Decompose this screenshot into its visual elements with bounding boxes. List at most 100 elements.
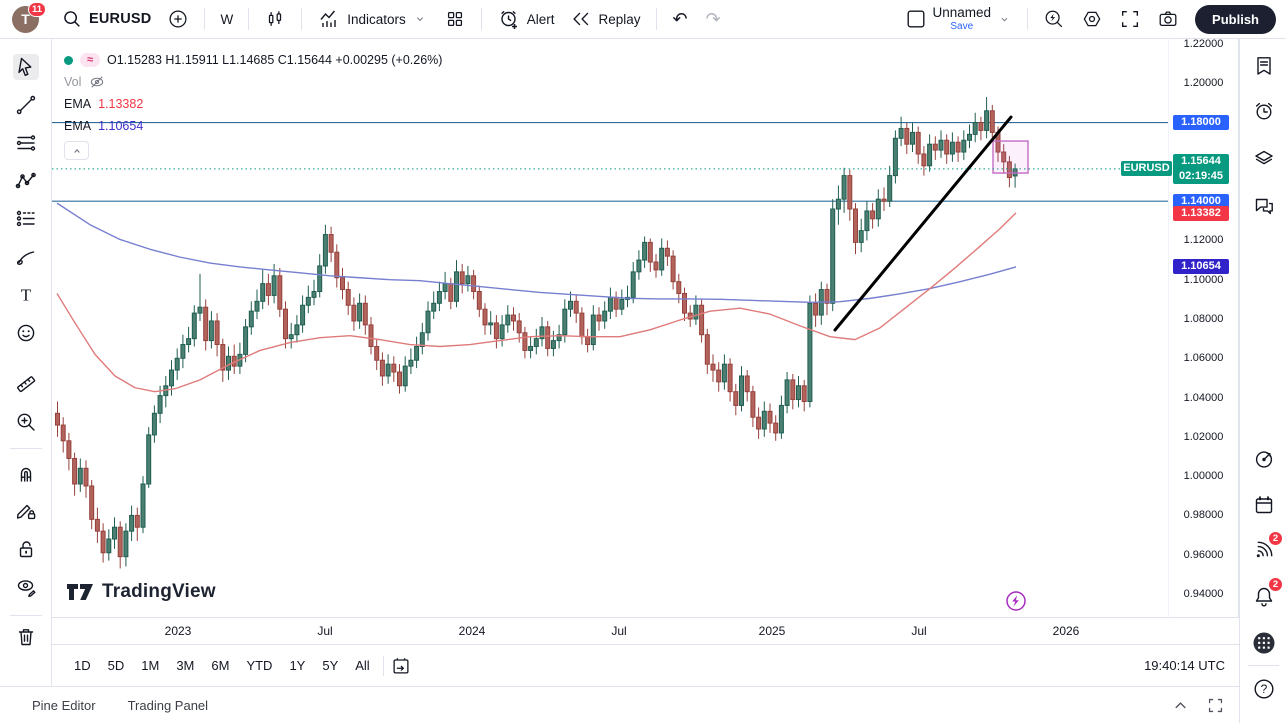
tool-cursor-icon[interactable]	[13, 54, 39, 80]
ruler-icon	[17, 376, 36, 393]
sidebar-calendar-icon[interactable]	[1250, 491, 1277, 518]
volume-legend-row[interactable]: Vol	[64, 71, 442, 93]
time-axis[interactable]: 2023 Jul 2024 Jul 2025 Jul 2026	[52, 617, 1239, 644]
range-5y-button[interactable]: 5Y	[322, 658, 339, 673]
sidebar-alerts-clock-icon[interactable]	[1250, 97, 1277, 124]
alert-button[interactable]: Alert	[489, 4, 563, 34]
layout-grid-button[interactable]	[436, 4, 474, 34]
candle-body	[72, 457, 78, 485]
tab-trading-panel[interactable]: Trading Panel	[127, 697, 209, 713]
tool-hide-all-icon[interactable]	[13, 574, 39, 600]
candlestick-chart[interactable]	[52, 39, 1168, 617]
tool-magnet-icon[interactable]	[13, 460, 39, 486]
sidebar-chat-icon[interactable]	[1250, 192, 1277, 219]
tool-ruler-icon[interactable]	[13, 371, 39, 397]
tool-brush-icon[interactable]	[13, 244, 39, 270]
tool-lock-all-icon[interactable]	[13, 536, 39, 562]
candle-body	[334, 251, 340, 279]
range-1m-button[interactable]: 1M	[141, 658, 160, 673]
undo-button[interactable]: ↶	[672, 9, 688, 29]
range-6m-button[interactable]: 6M	[211, 658, 230, 673]
candle-body	[220, 344, 226, 371]
settings-button[interactable]	[1073, 4, 1111, 34]
sidebar-help-icon[interactable]: ?	[1250, 675, 1277, 702]
sidebar-notifications-bell-icon[interactable]: 2	[1250, 577, 1283, 609]
range-3m-button[interactable]: 3M	[176, 658, 195, 673]
save-link[interactable]: Save	[950, 20, 974, 32]
drawing-toolbar: T	[0, 39, 52, 686]
price-axis[interactable]: 1.220001.200001.180001.160001.140001.120…	[1168, 38, 1239, 655]
tool-emoji-icon[interactable]	[13, 320, 39, 346]
replay-icon	[573, 12, 589, 26]
tool-projection-icon[interactable]	[13, 206, 39, 232]
fullscreen-button[interactable]	[1111, 4, 1149, 34]
range-1y-button[interactable]: 1Y	[289, 658, 306, 673]
chart-pane[interactable]: ≈ O1.15283 H1.15911 L1.14685 C1.15644 +0…	[52, 39, 1172, 617]
candle-body	[773, 422, 779, 434]
candle-body	[602, 310, 608, 322]
ema-red-line[interactable]	[56, 212, 1017, 393]
symbol-search-button[interactable]: EURUSD	[53, 4, 159, 34]
screenshot-button[interactable]	[1149, 4, 1187, 34]
tool-remove-all-icon[interactable]	[13, 624, 39, 650]
compare-add-button[interactable]	[159, 4, 197, 34]
candle-body	[283, 308, 288, 340]
sidebar-apps-grid-icon[interactable]	[1250, 629, 1277, 656]
candle-body	[362, 302, 368, 326]
user-avatar[interactable]: T 11	[12, 1, 46, 33]
panel-maximize-icon[interactable]	[1206, 696, 1225, 715]
candle-body	[904, 127, 910, 145]
lightning-marker-icon[interactable]	[1004, 589, 1028, 613]
tool-fib-retracement-icon[interactable]	[13, 130, 39, 156]
eye-slash-icon[interactable]	[88, 73, 106, 91]
candle-body	[699, 304, 705, 336]
candle-body	[186, 338, 192, 346]
tool-trend-line-icon[interactable]	[13, 92, 39, 118]
tool-zoom-in-icon[interactable]	[13, 409, 39, 435]
legend-collapse-button[interactable]	[64, 141, 89, 160]
symbol-legend-row[interactable]: ≈ O1.15283 H1.15911 L1.14685 C1.15644 +0…	[64, 49, 442, 71]
ema1-legend-row[interactable]: EMA 1.13382	[64, 93, 442, 115]
replay-button[interactable]: Replay	[562, 4, 648, 34]
timeframe-button[interactable]: W	[212, 4, 241, 34]
tool-xabcd-pattern-icon[interactable]	[13, 168, 39, 194]
redo-button[interactable]: ↷	[705, 9, 721, 29]
publish-button[interactable]: Publish	[1195, 4, 1276, 34]
quick-search-button[interactable]	[1035, 4, 1073, 34]
lightning-search-icon	[1045, 10, 1063, 28]
range-all-button[interactable]: All	[355, 658, 370, 673]
calendar-icon	[1255, 495, 1272, 513]
candle-body	[573, 300, 579, 314]
volume-label: Vol	[64, 75, 82, 89]
sidebar-watchlist-icon[interactable]	[1250, 52, 1277, 79]
candle-body	[140, 483, 146, 528]
range-1d-button[interactable]: 1D	[74, 658, 91, 673]
candle-body	[898, 127, 904, 139]
sidebar-object-tree-icon[interactable]	[1250, 144, 1277, 171]
price-tick: 0.98000	[1183, 509, 1224, 522]
tool-text-tool-icon[interactable]: T	[13, 282, 39, 308]
price-tick: 1.04000	[1183, 391, 1224, 404]
sidebar-ideas-target-icon[interactable]	[1250, 445, 1277, 472]
candle-body	[750, 391, 756, 418]
tab-pine-editor[interactable]: Pine Editor	[32, 697, 96, 713]
candle-body	[522, 332, 528, 351]
candlestick-series[interactable]	[55, 97, 1018, 569]
panel-expand-chevron-icon[interactable]	[1171, 696, 1190, 715]
tool-stay-drawing-icon[interactable]	[13, 498, 39, 524]
candle-body	[431, 302, 437, 312]
candle-body	[493, 322, 499, 340]
ema2-legend-row[interactable]: EMA 1.10654	[64, 115, 442, 137]
range-5d-button[interactable]: 5D	[107, 658, 125, 673]
price-tick: 1.02000	[1183, 430, 1224, 443]
go-to-date-icon[interactable]	[390, 655, 412, 677]
sidebar-streams-icon[interactable]: 2	[1250, 531, 1283, 563]
save-layout-button[interactable]: Unnamed Save	[897, 4, 1021, 34]
clock-utc[interactable]: 19:40:14 UTC	[1144, 658, 1225, 673]
drawing-rectangle[interactable]	[992, 140, 1029, 174]
drawing-trendline[interactable]	[833, 115, 1013, 332]
chart-style-button[interactable]	[256, 4, 294, 34]
indicators-button[interactable]: Indicators	[309, 4, 436, 34]
range-ytd-button[interactable]: YTD	[246, 658, 273, 673]
candle-body	[345, 289, 351, 306]
